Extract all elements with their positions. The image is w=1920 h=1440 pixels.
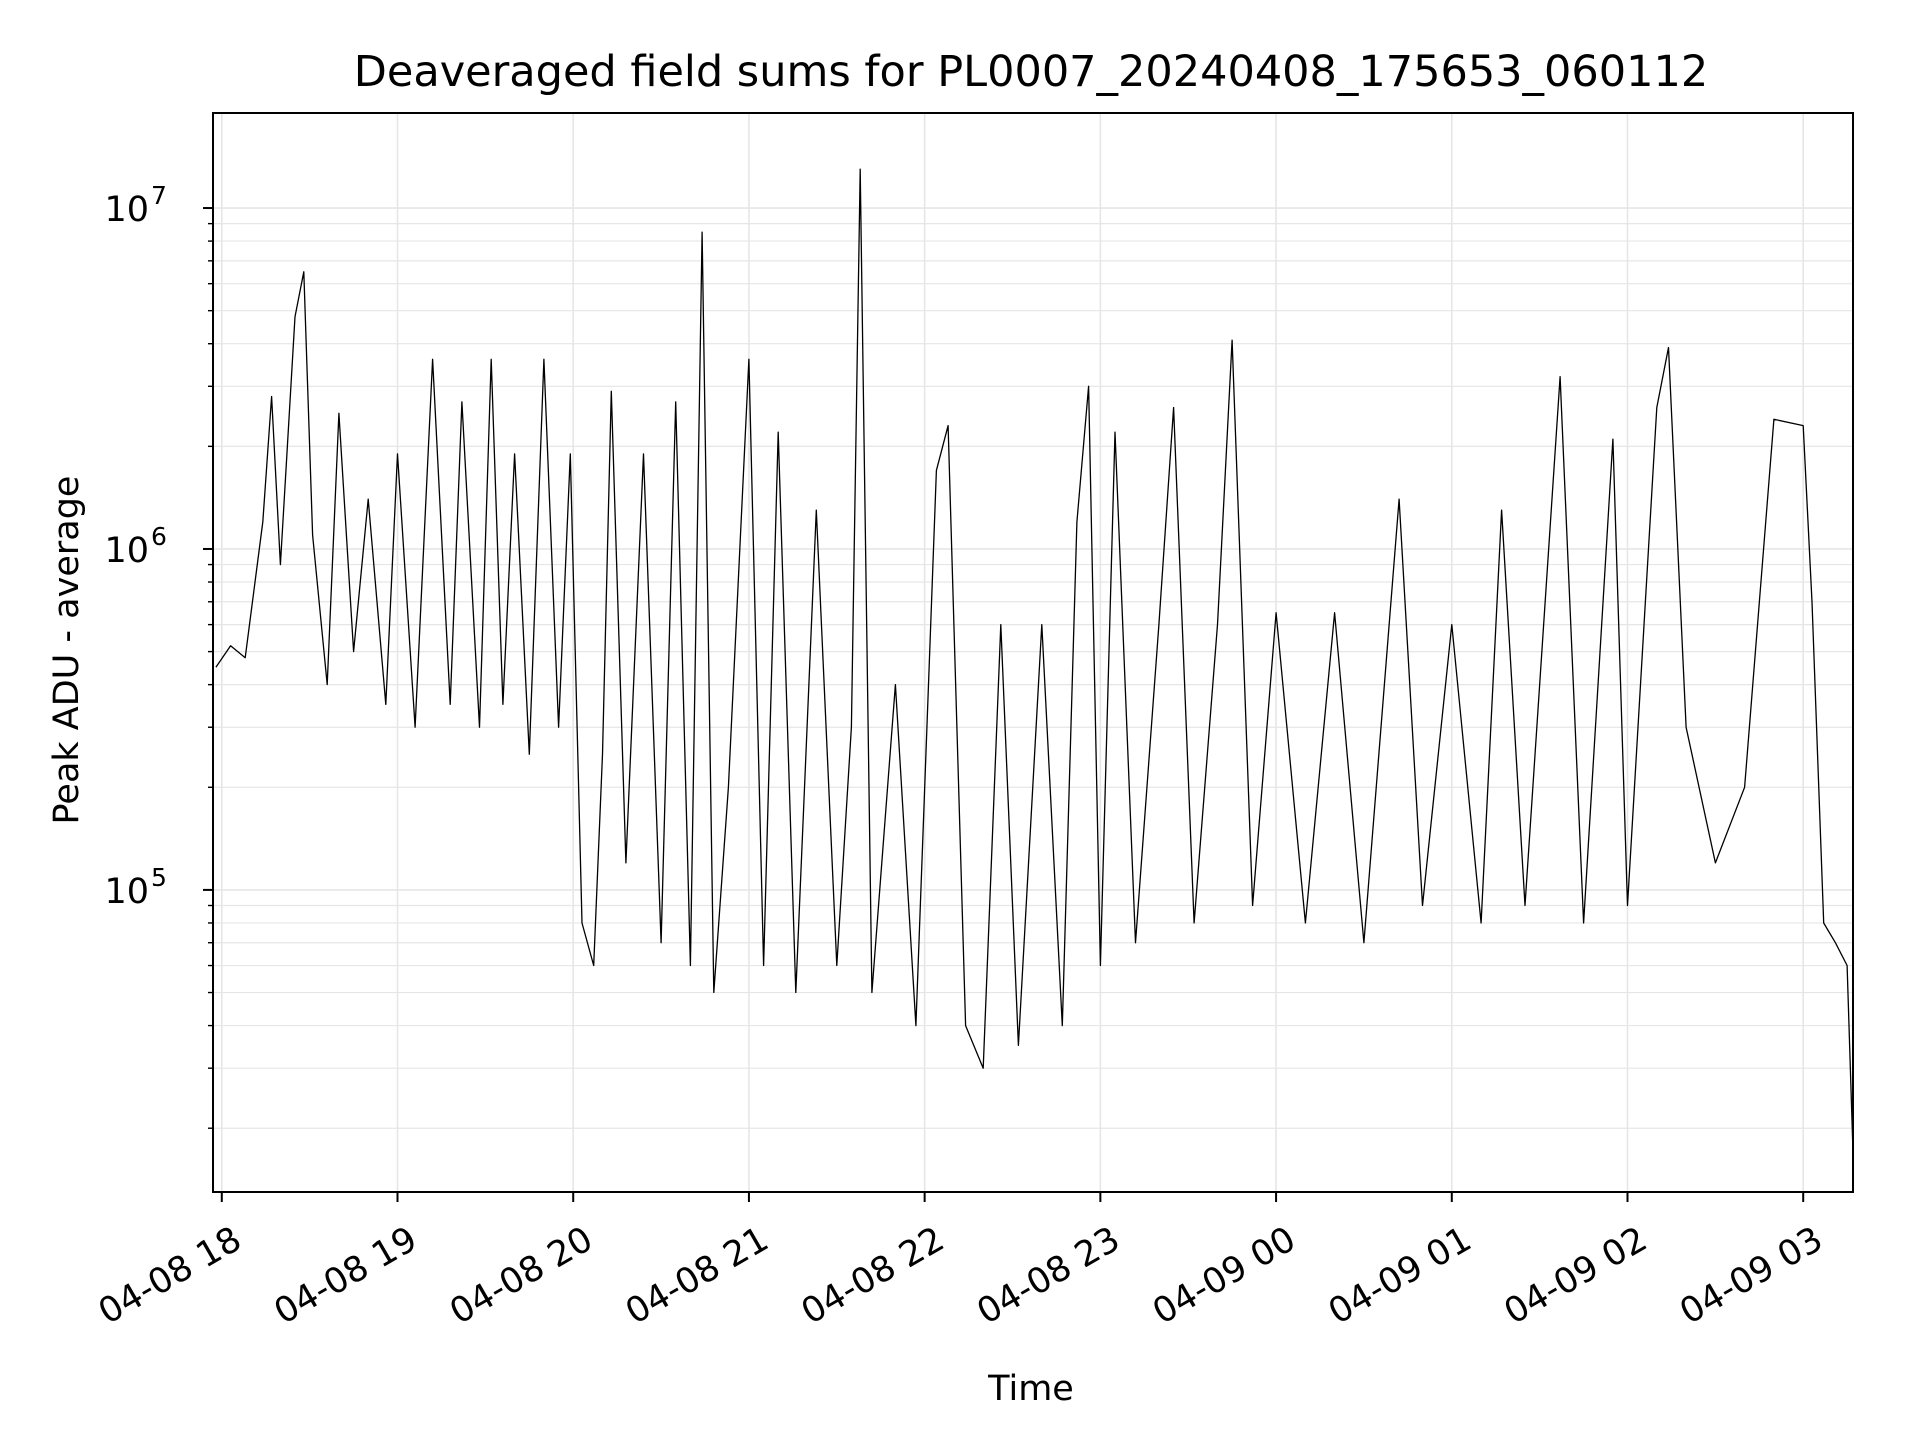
x-tick-label: 04-08 21 bbox=[619, 1219, 775, 1332]
y-axis-label: Peak ADU - average bbox=[47, 476, 87, 825]
x-axis-label: Time bbox=[987, 1369, 1074, 1409]
grid-lines bbox=[213, 113, 1853, 1192]
x-tick-label: 04-08 23 bbox=[971, 1219, 1127, 1332]
x-tick-label: 04-09 01 bbox=[1322, 1219, 1478, 1332]
x-tick-label: 04-09 02 bbox=[1498, 1219, 1654, 1332]
x-tick-label: 04-08 18 bbox=[92, 1219, 248, 1332]
x-tick-label: 04-09 00 bbox=[1146, 1219, 1302, 1332]
y-tick-exponent: 6 bbox=[151, 522, 167, 551]
plot-area-frame bbox=[212, 112, 1854, 1193]
series-line-group bbox=[215, 168, 1854, 1153]
y-tick-exponent: 7 bbox=[151, 181, 167, 210]
y-tick-exponent: 5 bbox=[151, 863, 167, 892]
y-tick-label: 10 bbox=[104, 872, 149, 912]
y-tick-label: 10 bbox=[104, 190, 149, 230]
x-tick-label: 04-08 20 bbox=[443, 1219, 599, 1332]
x-tick-label: 04-08 22 bbox=[795, 1219, 951, 1332]
x-axis-ticks: 04-08 18 04-08 19 04-08 20 04-08 21 04-08 22… bbox=[92, 1192, 1830, 1333]
series-line bbox=[215, 168, 1854, 1153]
y-tick-label: 10 bbox=[104, 531, 149, 571]
x-tick-label: 04-09 03 bbox=[1673, 1219, 1829, 1332]
x-tick-label: 04-08 19 bbox=[268, 1219, 424, 1332]
chart-title: Deaveraged field sums for PL0007_2024040… bbox=[354, 47, 1708, 97]
